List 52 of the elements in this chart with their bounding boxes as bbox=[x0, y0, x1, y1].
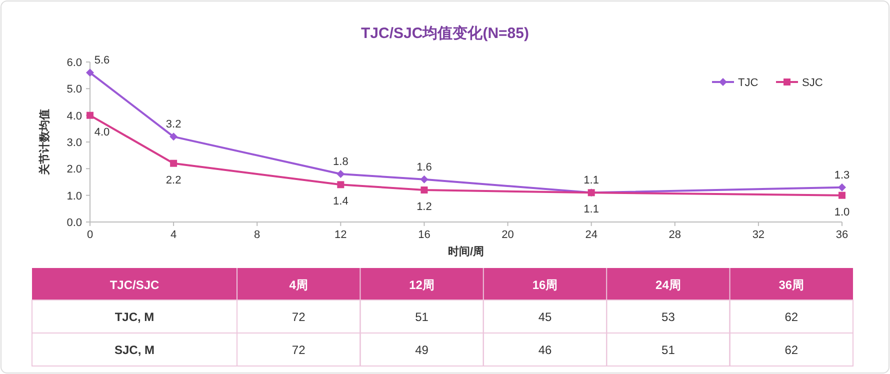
x-tick-label: 16 bbox=[418, 229, 430, 241]
data-label: 1.3 bbox=[834, 169, 850, 182]
x-tick-label: 12周 bbox=[409, 278, 434, 292]
x-tick-label: 16周 bbox=[532, 278, 558, 292]
legend-label: TJC bbox=[738, 77, 758, 89]
data-label: 72 bbox=[292, 343, 306, 357]
data-label: 1.6 bbox=[416, 161, 432, 174]
data-label: 1.4 bbox=[333, 196, 348, 208]
y-tick-label: 1.0 bbox=[66, 190, 82, 202]
data-label: 3.2 bbox=[166, 118, 182, 131]
data-label: 1.0 bbox=[834, 206, 850, 218]
x-tick-label: 28 bbox=[668, 229, 682, 241]
x-tick-label: 0 bbox=[86, 229, 94, 241]
y-tick-label: 5.0 bbox=[66, 84, 82, 96]
chart-title: TJC/SJC均值变化(N=85) bbox=[361, 24, 529, 42]
data-label: 62 bbox=[784, 310, 798, 324]
x-tick-label: 36周 bbox=[778, 278, 804, 292]
data-label: 2.2 bbox=[166, 174, 182, 186]
y-axis-title: 关节计数均值 bbox=[38, 109, 51, 176]
x-tick-label: 24 bbox=[585, 229, 598, 241]
data-label: 1.2 bbox=[416, 201, 432, 213]
data-label: 51 bbox=[662, 343, 676, 357]
x-axis-title: 时间/周 bbox=[448, 245, 484, 258]
data-label: 53 bbox=[662, 310, 676, 324]
x-tick-label: 8 bbox=[254, 229, 260, 241]
y-tick-label: TJC, M bbox=[114, 310, 154, 324]
x-tick-label: 4周 bbox=[289, 278, 308, 292]
data-label: 4.0 bbox=[94, 126, 110, 138]
x-tick-label: 4 bbox=[170, 229, 177, 241]
data-label: 5.6 bbox=[94, 54, 110, 67]
y-tick-label: 4.0 bbox=[66, 110, 82, 122]
data-label: 45 bbox=[538, 310, 552, 324]
legend-label: SJC bbox=[802, 77, 823, 89]
data-label: 72 bbox=[292, 310, 306, 324]
y-tick-label: 2.0 bbox=[66, 164, 82, 176]
x-tick-label: 12 bbox=[334, 229, 347, 241]
y-tick-label: SJC, M bbox=[114, 343, 155, 357]
data-label: 51 bbox=[415, 310, 429, 324]
data-label: 1.1 bbox=[584, 174, 599, 187]
data-label: 46 bbox=[538, 343, 552, 357]
x-tick-label: 24周 bbox=[656, 278, 681, 292]
x-tick-label: 36 bbox=[836, 229, 848, 241]
y-tick-label: 3.0 bbox=[66, 137, 82, 149]
text: TJC/SJC bbox=[110, 278, 160, 292]
data-label: 1.1 bbox=[584, 204, 599, 216]
y-tick-label: 0.0 bbox=[66, 217, 82, 229]
x-tick-label: 32 bbox=[752, 229, 765, 241]
x-tick-label: 20 bbox=[502, 229, 514, 241]
data-label: 62 bbox=[784, 343, 798, 357]
y-tick-label: 6.0 bbox=[66, 57, 82, 69]
data-label: 1.8 bbox=[333, 156, 348, 168]
data-label: 49 bbox=[415, 343, 429, 357]
